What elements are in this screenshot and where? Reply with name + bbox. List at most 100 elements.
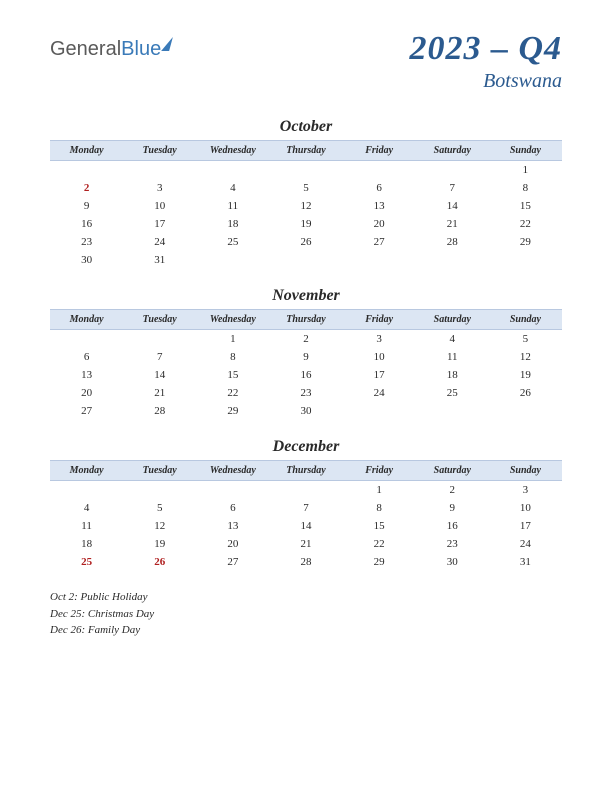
day-header: Monday [50, 310, 123, 330]
calendar-cell: 29 [343, 553, 416, 571]
calendar-cell: 27 [50, 402, 123, 420]
calendar-cell: 20 [196, 535, 269, 553]
calendar-cell: 1 [196, 330, 269, 349]
holiday-entry: Dec 26: Family Day [50, 622, 562, 639]
calendar-cell: 24 [489, 535, 562, 553]
calendar-row: 6789101112 [50, 348, 562, 366]
calendar-cell: 15 [196, 366, 269, 384]
calendar-cell: 4 [196, 179, 269, 197]
day-header: Saturday [416, 141, 489, 161]
month-name: December [50, 438, 562, 456]
day-header: Sunday [489, 310, 562, 330]
calendar-cell: 5 [123, 499, 196, 517]
calendar-cell: 10 [489, 499, 562, 517]
calendar-cell: 15 [489, 197, 562, 215]
calendar-cell: 8 [343, 499, 416, 517]
calendar-cell [123, 161, 196, 180]
calendar-cell: 23 [269, 384, 342, 402]
calendar-cell: 18 [416, 366, 489, 384]
calendar-cell: 16 [50, 215, 123, 233]
calendar-cell [269, 161, 342, 180]
day-header: Sunday [489, 141, 562, 161]
calendar-cell: 29 [196, 402, 269, 420]
calendar-row: 23242526272829 [50, 233, 562, 251]
day-header: Friday [343, 461, 416, 481]
day-header: Wednesday [196, 141, 269, 161]
calendar-row: 3031 [50, 251, 562, 269]
logo-text-general: General [50, 38, 121, 61]
calendar-cell: 11 [50, 517, 123, 535]
calendar-row: 12345 [50, 330, 562, 349]
calendar-cell: 24 [123, 233, 196, 251]
calendar-cell: 19 [123, 535, 196, 553]
calendar-cell: 2 [416, 481, 489, 500]
calendar-cell: 20 [343, 215, 416, 233]
calendar-cell: 26 [269, 233, 342, 251]
calendar-cell: 8 [196, 348, 269, 366]
calendar-cell: 17 [123, 215, 196, 233]
calendar-cell [196, 481, 269, 500]
calendar-cell: 9 [416, 499, 489, 517]
calendar-cell: 4 [416, 330, 489, 349]
calendar-cell: 6 [50, 348, 123, 366]
day-header: Thursday [269, 141, 342, 161]
calendar-cell: 26 [489, 384, 562, 402]
calendar-table: MondayTuesdayWednesdayThursdayFridaySatu… [50, 309, 562, 420]
calendar-cell: 23 [50, 233, 123, 251]
calendar-row: 9101112131415 [50, 197, 562, 215]
month-name: November [50, 287, 562, 305]
calendar-cell: 16 [416, 517, 489, 535]
calendar-cell: 21 [269, 535, 342, 553]
day-header: Monday [50, 461, 123, 481]
calendar-cell: 3 [123, 179, 196, 197]
month-name: October [50, 118, 562, 136]
calendar-row: 1 [50, 161, 562, 180]
calendar-cell: 10 [343, 348, 416, 366]
calendar-cell [489, 251, 562, 269]
calendar-cell [123, 330, 196, 349]
month-block: OctoberMondayTuesdayWednesdayThursdayFri… [50, 118, 562, 269]
calendar-cell: 18 [50, 535, 123, 553]
calendar-cell [343, 161, 416, 180]
calendar-cell: 25 [196, 233, 269, 251]
day-header: Thursday [269, 461, 342, 481]
calendar-cell: 26 [123, 553, 196, 571]
calendar-cell: 29 [489, 233, 562, 251]
calendar-cell: 20 [50, 384, 123, 402]
calendar-cell [269, 481, 342, 500]
calendar-cell: 28 [416, 233, 489, 251]
calendar-cell: 7 [123, 348, 196, 366]
day-header: Tuesday [123, 141, 196, 161]
calendar-cell: 22 [343, 535, 416, 553]
calendar-cell: 14 [269, 517, 342, 535]
calendar-cell: 19 [269, 215, 342, 233]
calendar-cell: 6 [343, 179, 416, 197]
calendar-cell: 17 [343, 366, 416, 384]
calendar-cell [343, 251, 416, 269]
calendar-table: MondayTuesdayWednesdayThursdayFridaySatu… [50, 460, 562, 571]
logo-triangle-icon [161, 37, 173, 51]
day-header: Saturday [416, 461, 489, 481]
logo: GeneralBlue [50, 38, 171, 61]
calendar-cell [196, 161, 269, 180]
calendar-cell [416, 161, 489, 180]
calendar-cell: 22 [489, 215, 562, 233]
calendar-cell [269, 251, 342, 269]
calendar-cell: 1 [489, 161, 562, 180]
calendar-cell [416, 402, 489, 420]
calendar-cell: 30 [416, 553, 489, 571]
calendar-cell: 15 [343, 517, 416, 535]
calendar-cell: 30 [50, 251, 123, 269]
holiday-entry: Dec 25: Christmas Day [50, 606, 562, 623]
calendar-cell: 11 [196, 197, 269, 215]
title-block: 2023 – Q4 Botswana [409, 30, 562, 93]
calendar-row: 11121314151617 [50, 517, 562, 535]
calendar-row: 16171819202122 [50, 215, 562, 233]
calendar-cell: 12 [489, 348, 562, 366]
calendar-row: 13141516171819 [50, 366, 562, 384]
calendar-cell: 21 [123, 384, 196, 402]
day-header: Monday [50, 141, 123, 161]
calendar-cell: 24 [343, 384, 416, 402]
calendar-cell: 31 [123, 251, 196, 269]
calendar-cell [489, 402, 562, 420]
